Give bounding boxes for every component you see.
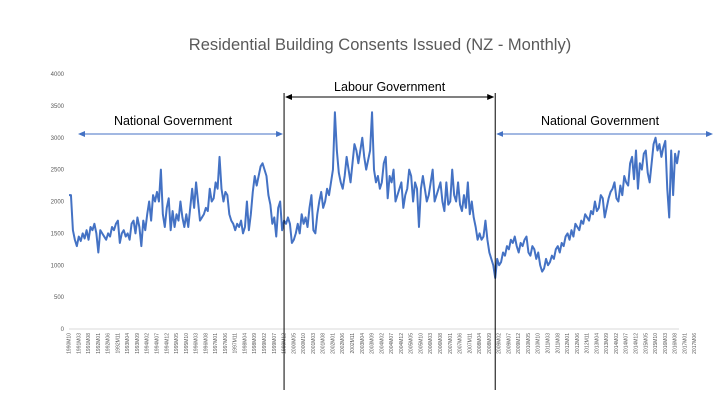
- y-tick-label: 3000: [51, 136, 65, 142]
- x-tick-label: 1990M10: [67, 333, 73, 354]
- y-axis: 0 500 1000 1500 2000 2500 3000 3500 4000: [51, 72, 65, 333]
- x-tick-label: 2014M02: [614, 333, 620, 354]
- x-tick-label: 1994M12: [164, 333, 170, 354]
- x-tick-label: 2001M03: [311, 333, 317, 354]
- x-tick-label: 2002M01: [330, 333, 336, 354]
- x-tick-label: 2010M10: [536, 333, 542, 354]
- x-tick-label: 2015M05: [643, 333, 649, 354]
- x-tick-label: 2004M07: [389, 333, 395, 354]
- annotation-label: National Government: [114, 114, 233, 128]
- y-tick-label: 500: [54, 295, 65, 301]
- x-tick-label: 1998M04: [242, 333, 248, 354]
- x-tick-label: 2007M11: [467, 333, 473, 354]
- x-tick-label: 1994M07: [154, 333, 160, 354]
- x-tick-label: 2017M06: [692, 333, 698, 354]
- x-tick-label: 2006M03: [428, 333, 434, 354]
- x-tick-label: 2009M02: [497, 333, 503, 354]
- x-tick-label: 2005M10: [418, 333, 424, 354]
- x-tick-label: 1991M03: [76, 333, 82, 354]
- x-tick-label: 2017M01: [682, 333, 688, 354]
- x-tick-label: 1992M06: [106, 333, 112, 354]
- x-tick-label: 2007M01: [448, 333, 454, 354]
- x-tick-label: 2011M08: [555, 333, 561, 354]
- x-tick-label: 1996M08: [203, 333, 209, 354]
- x-tick-label: 1993M04: [125, 333, 131, 354]
- x-tick-label: 2016M03: [663, 333, 669, 354]
- y-tick-label: 2500: [51, 168, 65, 174]
- y-tick-label: 1000: [51, 263, 65, 269]
- x-tick-label: 2016M08: [673, 333, 679, 354]
- x-tick-label: 1997M06: [223, 333, 229, 354]
- x-tick-label: 2012M11: [585, 333, 591, 354]
- annotations: National Government Labour Government Nati…: [78, 80, 713, 390]
- series-group: [69, 111, 680, 279]
- x-tick-label: 2011M03: [546, 333, 552, 354]
- x-tick-label: 2008M09: [487, 333, 493, 354]
- y-tick-label: 2000: [51, 200, 65, 206]
- x-tick-label: 2009M12: [516, 333, 522, 354]
- x-tick-label: 2002M11: [350, 333, 356, 354]
- x-tick-label: 2004M12: [399, 333, 405, 354]
- x-tick-label: 2003M09: [370, 333, 376, 354]
- y-tick-label: 3500: [51, 104, 65, 110]
- x-tick-label: 2012M01: [565, 333, 571, 354]
- x-tick-label: 2003M04: [360, 333, 366, 354]
- x-tick-label: 2001M08: [321, 333, 327, 354]
- x-tick-label: 2008M04: [477, 333, 483, 354]
- x-tick-label: 2000M05: [291, 333, 297, 354]
- x-tick-label: 2000M10: [301, 333, 307, 354]
- y-tick-label: 0: [61, 327, 65, 333]
- x-tick-label: 2015M10: [653, 333, 659, 354]
- x-tick-label: 1992M11: [115, 333, 121, 354]
- x-tick-label: 2010M05: [526, 333, 532, 354]
- x-tick-label: 1995M10: [184, 333, 190, 354]
- x-tick-label: 1992M01: [96, 333, 102, 354]
- x-tick-label: 1997M11: [233, 333, 239, 354]
- x-tick-label: 2013M09: [604, 333, 610, 354]
- x-tick-label: 2007M06: [458, 333, 464, 354]
- x-tick-label: 1993M09: [135, 333, 141, 354]
- x-tick-label: 1997M01: [213, 333, 219, 354]
- x-tick-label: 2006M08: [438, 333, 444, 354]
- x-tick-label: 2013M04: [594, 333, 600, 354]
- chart-title: Residential Building Consents Issued (NZ…: [188, 36, 572, 54]
- x-tick-label: 1994M02: [145, 333, 151, 354]
- x-tick-label: 2002M06: [340, 333, 346, 354]
- x-axis: 1990M10 1991M03 1991M08 1992M01 1992M06 1992M…: [67, 333, 699, 354]
- x-tick-label: 2012M06: [575, 333, 581, 354]
- x-tick-label: 1991M08: [86, 333, 92, 354]
- x-tick-label: 2009M07: [506, 333, 512, 354]
- x-tick-label: 2005M05: [409, 333, 415, 354]
- x-tick-label: 2004M02: [379, 333, 385, 354]
- x-tick-label: 1999M02: [262, 333, 268, 354]
- annotation-label: National Government: [541, 114, 660, 128]
- y-tick-label: 4000: [51, 72, 65, 78]
- annotation-label: Labour Government: [334, 80, 446, 94]
- x-tick-label: 2014M07: [624, 333, 630, 354]
- x-tick-label: 1995M05: [174, 333, 180, 354]
- x-tick-label: 1996M03: [194, 333, 200, 354]
- y-tick-label: 1500: [51, 231, 65, 237]
- x-tick-label: 1999M07: [272, 333, 278, 354]
- x-tick-label: 1998M09: [252, 333, 258, 354]
- x-tick-label: 2014M12: [633, 333, 639, 354]
- series-line: [69, 111, 680, 279]
